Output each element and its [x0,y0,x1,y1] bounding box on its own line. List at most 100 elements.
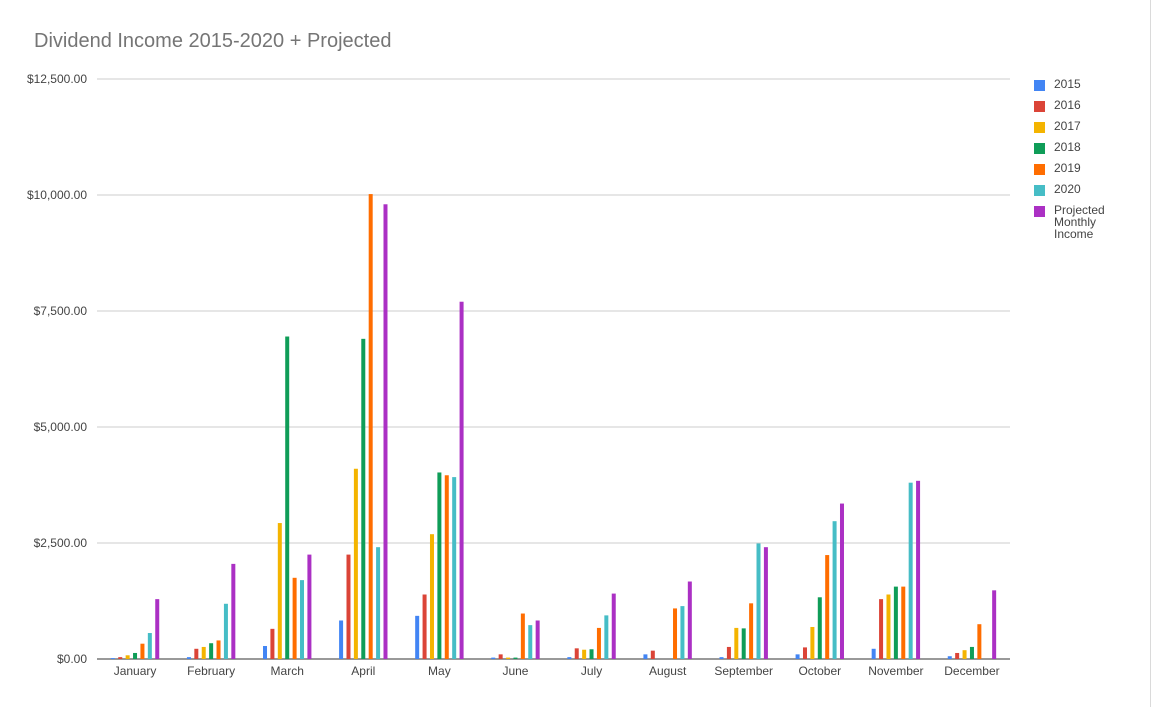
bar-may-2020 [452,477,457,659]
legend-item: Projected Monthly Income [1034,204,1114,240]
x-tick-label: July [581,664,602,678]
legend-swatch [1034,80,1045,91]
bar-october-projected-monthly-income [839,503,844,659]
x-tick-label: March [271,664,304,678]
bar-april-2018 [361,338,366,659]
bar-march-projected-monthly-income [307,554,312,659]
legend-item: 2015 [1034,78,1114,91]
x-tick-label: December [944,664,999,678]
y-tick-label: $0.00 [57,652,87,666]
bar-april-2019 [368,194,373,659]
legend-swatch [1034,143,1045,154]
bar-august-2016 [650,650,655,659]
bar-july-2020 [604,615,609,659]
bar-june-2016 [498,654,503,659]
chart-title: Dividend Income 2015-2020 + Projected [34,30,392,52]
legend: 2015 2016 2017 2018 2019 2020 Projected Monthl… [1034,78,1114,248]
bar-march-2015 [263,646,268,659]
bar-december-2017 [962,650,967,659]
bar-june-2018 [513,657,518,659]
legend-label: 2020 [1054,182,1081,196]
legend-swatch [1034,185,1045,196]
bar-march-2018 [285,336,290,659]
bar-june-2017 [506,657,511,659]
legend-label: 2016 [1054,98,1081,112]
bar-october-2018 [817,597,822,659]
bar-february-projected-monthly-income [231,563,236,659]
bar-october-2017 [810,626,815,659]
legend-label: 2018 [1054,140,1081,154]
bar-december-2016 [955,652,960,659]
bar-march-2020 [300,580,305,659]
bar-september-2018 [741,628,746,659]
bar-september-2019 [749,603,754,659]
y-tick-label: $5,000.00 [34,420,88,434]
x-tick-label: February [187,664,235,678]
bar-january-projected-monthly-income [155,599,160,659]
legend-item: 2017 [1034,120,1114,133]
bar-january-2020 [147,633,152,659]
bar-february-2016 [194,648,199,659]
bar-september-projected-monthly-income [763,547,768,659]
y-tick-label: $10,000.00 [27,188,87,202]
bar-february-2017 [201,646,206,659]
bar-november-2020 [908,482,913,659]
x-tick-label: May [428,664,451,678]
bar-july-2015 [567,657,572,659]
x-tick-label: April [351,664,375,678]
bar-october-2020 [832,521,837,659]
legend-swatch [1034,206,1045,217]
bar-january-2018 [133,652,138,659]
bars [110,194,997,659]
bar-december-projected-monthly-income [992,590,997,659]
legend-item: 2016 [1034,99,1114,112]
bar-september-2015 [719,657,724,659]
bar-november-2019 [901,586,906,659]
y-axis-labels: $0.00 $2,500.00 $5,000.00 $7,500.00 $10,000.… [27,72,87,666]
bar-february-2015 [186,657,191,659]
bar-december-2018 [969,646,974,659]
x-tick-label: November [868,664,923,678]
x-axis-labels: January February March April May June July Augu… [114,664,1000,678]
legend-swatch [1034,122,1045,133]
bar-september-2016 [726,646,731,659]
legend-swatch [1034,101,1045,112]
bar-june-2020 [528,625,533,659]
panel-border [1150,0,1151,707]
bar-june-2019 [520,613,525,659]
legend-label: 2015 [1054,77,1081,91]
bar-october-2019 [825,555,830,659]
bar-january-2019 [140,643,145,659]
x-tick-label: August [649,664,687,678]
x-tick-label: October [798,664,841,678]
bar-march-2017 [277,523,282,659]
bar-april-2016 [346,554,351,659]
bar-july-2019 [596,627,601,659]
bar-april-2020 [376,547,381,659]
bar-may-projected-monthly-income [459,301,464,659]
y-tick-label: $7,500.00 [34,304,88,318]
bar-may-2016 [422,594,427,659]
bar-june-2015 [491,657,496,659]
bar-december-2019 [977,624,982,659]
bar-november-2016 [879,599,884,659]
bar-august-2020 [680,606,685,659]
legend-item: 2018 [1034,141,1114,154]
legend-label: 2019 [1054,161,1081,175]
bar-january-2016 [118,657,123,659]
bar-september-2020 [756,543,761,659]
bar-april-projected-monthly-income [383,204,388,659]
bar-july-2018 [589,649,594,659]
bar-june-projected-monthly-income [535,620,540,659]
legend-swatch [1034,164,1045,175]
bar-may-2018 [437,472,442,659]
bar-august-2015 [643,654,648,659]
x-tick-label: June [502,664,528,678]
bar-november-2015 [871,648,876,659]
bar-may-2019 [444,475,449,659]
bar-december-2015 [947,656,952,659]
bar-may-2015 [415,615,420,659]
bar-may-2017 [429,534,434,659]
bar-november-projected-monthly-income [916,480,921,659]
